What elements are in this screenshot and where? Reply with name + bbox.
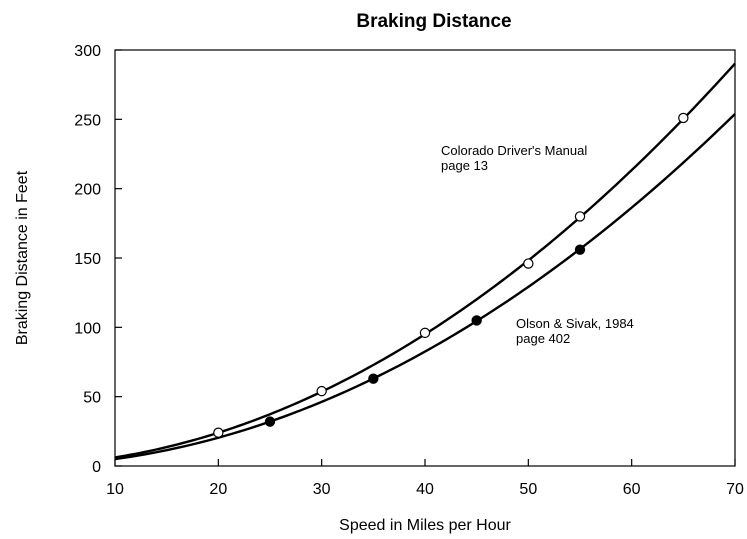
open-data-point bbox=[574, 211, 586, 222]
x-tick-label: 50 bbox=[519, 481, 537, 498]
open-data-point bbox=[523, 258, 534, 269]
y-tick-label: 100 bbox=[74, 320, 101, 337]
open-data-point bbox=[316, 385, 327, 397]
annotation-olson-line-1: Olson & Sivak, 1984 bbox=[516, 316, 634, 331]
fit-curve-1 bbox=[114, 113, 736, 461]
filled-data-point bbox=[264, 416, 276, 427]
y-tick-label: 250 bbox=[74, 112, 101, 129]
annotation-olson-line-2: page 402 bbox=[516, 331, 570, 346]
x-tick-label: 70 bbox=[726, 481, 744, 498]
y-tick-label: 300 bbox=[74, 43, 101, 60]
annotation-colorado-line-2: page 13 bbox=[441, 158, 488, 173]
x-tick-label: 10 bbox=[106, 481, 124, 498]
x-tick-label: 30 bbox=[313, 481, 331, 498]
open-data-point bbox=[678, 112, 689, 124]
x-tick-label: 60 bbox=[623, 481, 641, 498]
fit-curves bbox=[114, 62, 736, 461]
filled-data-point bbox=[574, 244, 586, 255]
filled-data-point bbox=[368, 373, 379, 384]
y-axis-ticks: 0 50 100 150 200 250 300 bbox=[74, 43, 122, 476]
x-tick-label: 40 bbox=[416, 481, 434, 498]
y-tick-label: 50 bbox=[83, 390, 101, 407]
open-data-point bbox=[213, 427, 224, 438]
x-axis-label: Speed in Miles per Hour bbox=[339, 517, 511, 534]
y-tick-label: 0 bbox=[92, 459, 101, 476]
chart-title: Braking Distance bbox=[356, 11, 511, 32]
open-data-point bbox=[419, 327, 431, 339]
plot-frame bbox=[114, 49, 736, 467]
filled-data-point bbox=[471, 315, 482, 326]
x-tick-label: 20 bbox=[209, 481, 227, 498]
annotation-colorado-line-1: Colorado Driver's Manual bbox=[441, 143, 587, 158]
x-axis-ticks: 10 20 30 40 50 60 70 bbox=[106, 459, 744, 498]
fit-curve-0 bbox=[114, 62, 736, 459]
annotation-colorado: Colorado Driver's Manual page 13 bbox=[441, 143, 591, 173]
y-axis-label: Braking Distance in Feet bbox=[14, 170, 31, 345]
y-tick-label: 200 bbox=[74, 182, 101, 199]
data-points bbox=[213, 112, 689, 438]
annotation-olson-sivak: Olson & Sivak, 1984 page 402 bbox=[516, 316, 637, 346]
y-tick-label: 150 bbox=[74, 251, 101, 268]
